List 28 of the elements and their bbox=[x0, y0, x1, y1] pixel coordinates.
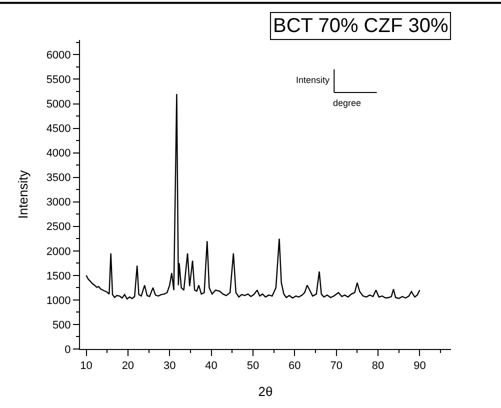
x-tick-label: 10 bbox=[80, 360, 92, 372]
line-series bbox=[86, 93, 420, 300]
y-tick-label: 3000 bbox=[46, 196, 71, 209]
x-tick-label: 80 bbox=[372, 360, 384, 372]
y-tick-label: 4500 bbox=[46, 123, 71, 136]
y-tick-label: 3500 bbox=[46, 172, 71, 184]
y-tick-label: 500 bbox=[52, 319, 71, 332]
chart-title: BCT 70% CZF 30% bbox=[273, 15, 448, 37]
y-tick-label: 1000 bbox=[46, 294, 71, 307]
y-axis-title: Intensity bbox=[15, 170, 30, 219]
y-tick-label: 5500 bbox=[46, 74, 71, 86]
x-tick-label: 90 bbox=[414, 360, 426, 372]
y-tick-label: 5000 bbox=[46, 98, 71, 111]
x-tick-label: 30 bbox=[163, 360, 176, 372]
annotation: degree bbox=[333, 98, 362, 108]
y-tick-label: 4000 bbox=[46, 148, 71, 160]
x-tick-label: 50 bbox=[246, 360, 260, 372]
y-tick-label: 2000 bbox=[46, 246, 71, 258]
x-tick-label: 20 bbox=[122, 360, 134, 372]
x-tick-label: 60 bbox=[288, 360, 301, 372]
annotation: Intensity bbox=[296, 75, 330, 85]
x-axis-title: 2θ bbox=[258, 384, 273, 399]
y-tick-label: 1500 bbox=[46, 270, 71, 282]
y-tick-label: 2500 bbox=[46, 221, 71, 234]
y-tick-label: 6000 bbox=[46, 50, 71, 62]
y-tick-label: 0 bbox=[64, 344, 71, 356]
x-tick-label: 70 bbox=[330, 360, 342, 372]
x-tick-label: 40 bbox=[205, 360, 218, 372]
